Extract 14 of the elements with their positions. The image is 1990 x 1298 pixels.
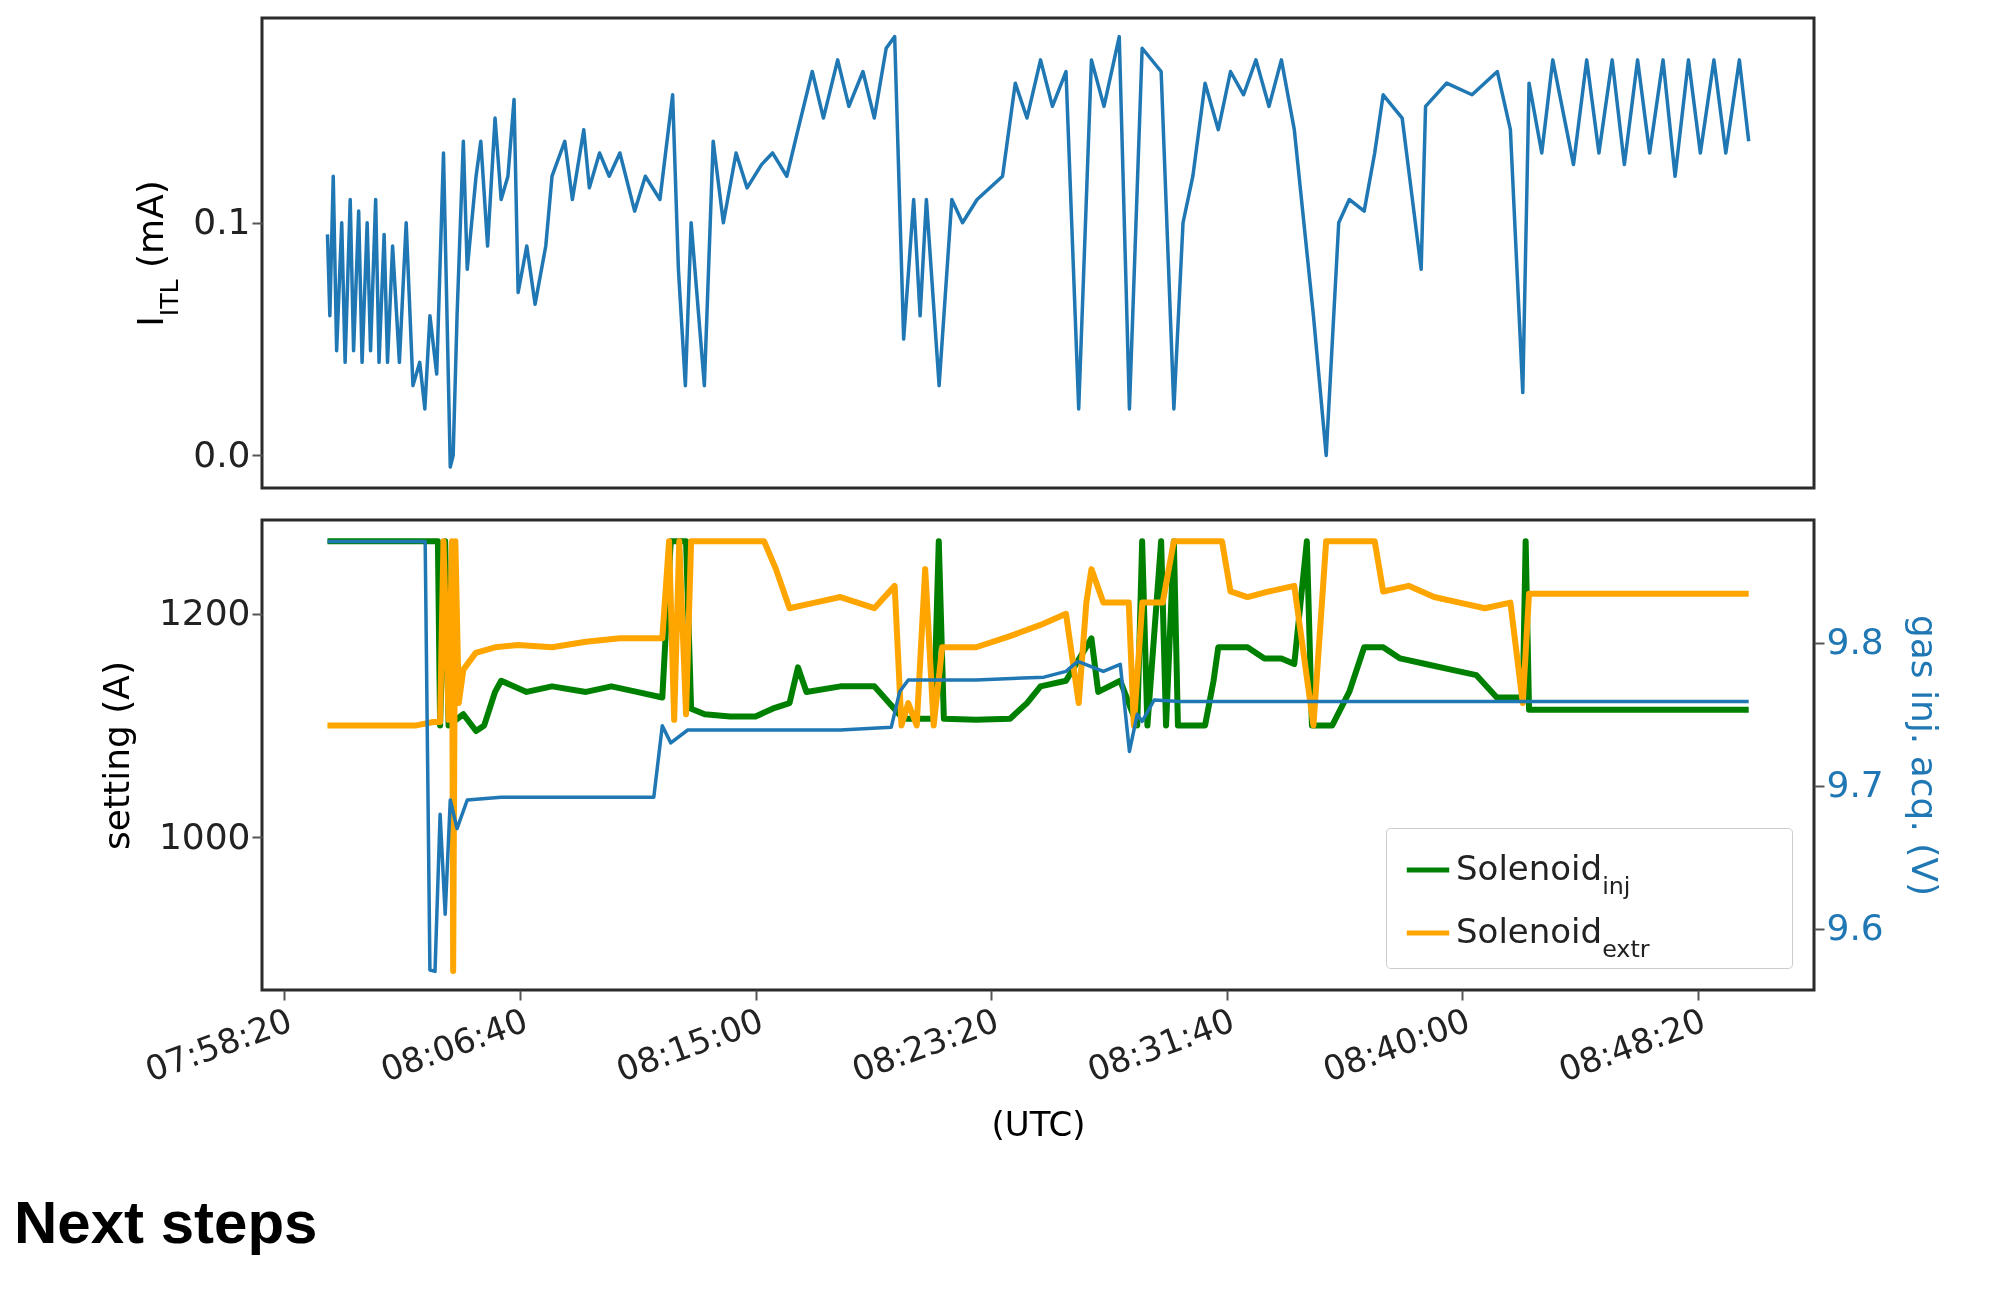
y-tick-label: 0.0 <box>193 433 251 475</box>
legend-label: Solenoid$_{inj}$ <box>1456 848 1631 900</box>
line-series <box>325 34 1751 469</box>
y2-axis-title: gas inj. acq. (V) <box>1903 614 1945 897</box>
y-axis-title: setting (A) <box>95 661 137 850</box>
legend-label: Solenoid$_{extr}$ <box>1456 911 1650 963</box>
text: Next steps <box>14 1189 319 1256</box>
y2-tick-label: 9.8 <box>1826 621 1884 663</box>
y2-tick-label: 9.6 <box>1826 907 1884 949</box>
y-tick-label: 1000 <box>158 815 251 857</box>
y-tick-label: 0.1 <box>193 201 251 243</box>
y-tick-label: 1200 <box>158 592 251 634</box>
y2-tick-label: 9.7 <box>1826 764 1884 806</box>
x-axis-title: (UTC) <box>991 1103 1086 1144</box>
